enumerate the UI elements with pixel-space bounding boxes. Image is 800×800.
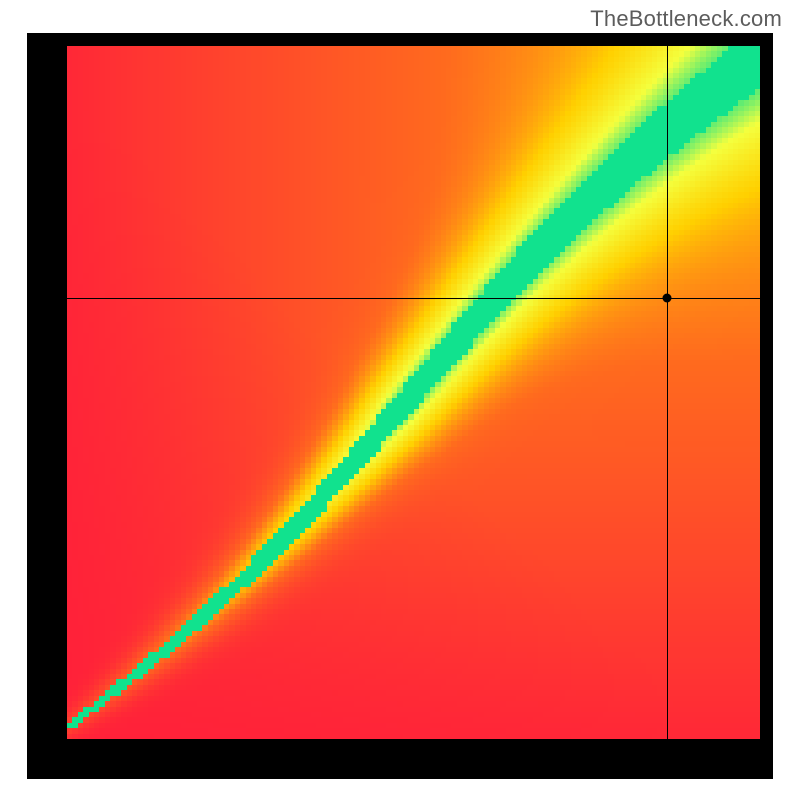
bottleneck-heatmap [67,46,760,739]
crosshair-vertical [667,46,668,739]
crosshair-horizontal [67,298,760,299]
attribution-label: TheBottleneck.com [590,6,782,32]
crosshair-marker [663,294,672,303]
chart-container: TheBottleneck.com [0,0,800,800]
plot-frame [27,33,773,779]
